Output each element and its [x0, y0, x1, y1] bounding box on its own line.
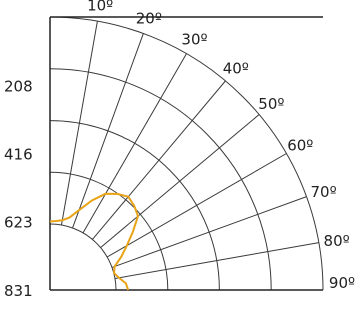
angle-tick-label: 90º [329, 274, 355, 292]
radial-tick-label: 623 [4, 214, 33, 232]
series-line [49, 192, 140, 291]
angle-tick-label: 80º [324, 232, 350, 250]
radial-tick-label: 208 [4, 77, 33, 95]
grid-ring [49, 16, 324, 291]
grid-spoke [111, 196, 307, 268]
grid-ring [49, 68, 272, 291]
label-layer: 208 416 623 831 10º 20º 30º 40º 50º 60º 70º 80º 90º [4, 0, 355, 300]
radial-tick-label: 831 [4, 282, 33, 300]
grid-spoke [100, 114, 260, 248]
radial-tick-label: 416 [4, 146, 33, 164]
angle-tick-label: 40º [223, 60, 249, 78]
grid-layer [49, 16, 324, 291]
angle-tick-label: 30º [181, 31, 207, 49]
grid-ring [49, 120, 220, 291]
grid-spoke [114, 242, 319, 280]
grid-spoke [82, 53, 187, 234]
grid-spoke [92, 80, 226, 240]
angle-tick-label: 20º [136, 9, 162, 27]
grid-spoke [106, 153, 287, 258]
grid-spoke [60, 21, 98, 226]
grid-ring-inner [49, 223, 117, 291]
angle-tick-label: 10º [87, 0, 113, 14]
grid-ring [49, 171, 169, 291]
angle-tick-label: 50º [258, 95, 284, 113]
angle-tick-label: 70º [310, 183, 336, 201]
grid-spoke [72, 33, 144, 229]
angle-tick-label: 60º [287, 137, 313, 155]
curve-layer [49, 192, 140, 291]
